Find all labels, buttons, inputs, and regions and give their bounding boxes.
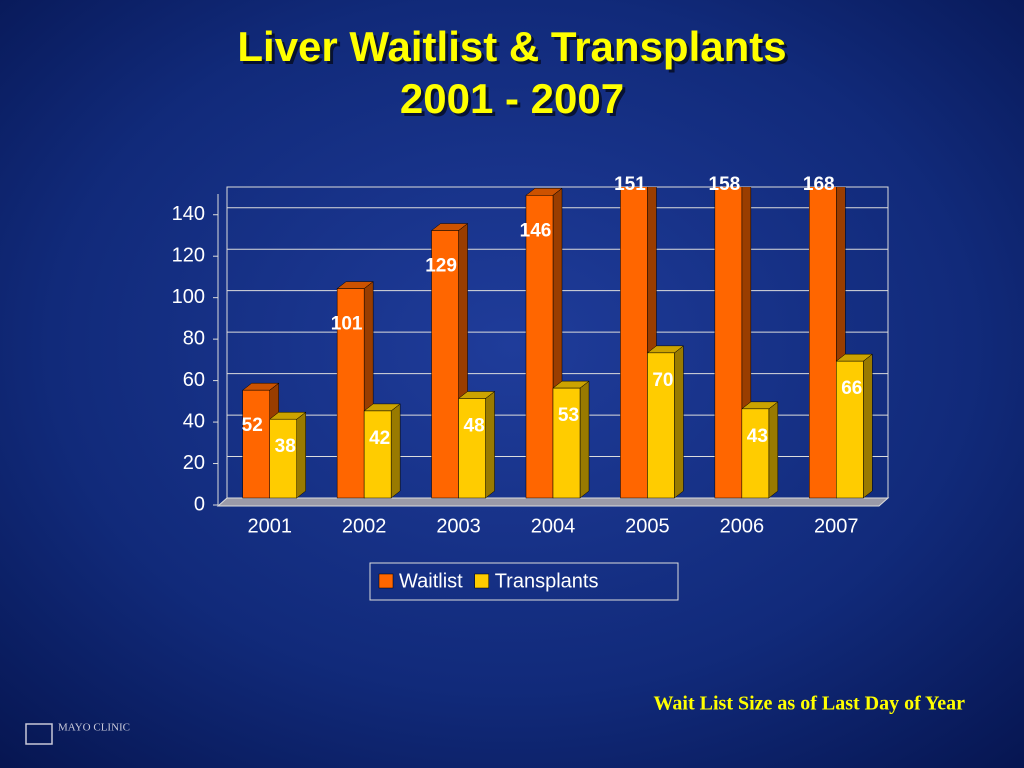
bar <box>809 187 846 499</box>
chart-title: Liver Waitlist & Transplants <box>237 23 786 70</box>
legend-label: Transplants <box>495 570 599 592</box>
legend-label: Waitlist <box>399 570 463 592</box>
data-label: 158 <box>709 174 741 195</box>
bar-front <box>525 195 554 499</box>
bar-front <box>620 187 648 499</box>
bar <box>741 401 779 499</box>
bar-front <box>809 187 837 499</box>
x-tick-label: 2007 <box>814 515 859 537</box>
bar-front <box>714 187 743 499</box>
y-tick-label: 60 <box>183 369 205 391</box>
x-tick-label: 2001 <box>247 515 292 537</box>
bar <box>552 380 590 499</box>
bar-side <box>863 353 873 499</box>
data-label: 38 <box>275 436 296 457</box>
data-label: 146 <box>520 220 552 241</box>
bar-front <box>836 360 864 499</box>
bar-side <box>674 345 684 499</box>
logo: MAYO CLINIC <box>58 722 130 734</box>
data-label: 52 <box>242 415 263 436</box>
bar <box>457 390 496 499</box>
bar-front <box>552 387 581 499</box>
x-tick-label: 2004 <box>531 515 576 537</box>
x-tick-label: 2005 <box>625 515 670 537</box>
legend-swatch <box>474 573 489 589</box>
bars <box>241 187 874 499</box>
y-tick-label: 140 <box>172 203 205 225</box>
bar-front <box>458 398 486 499</box>
bar-front <box>741 408 770 499</box>
bar-side <box>579 380 590 499</box>
bar <box>835 353 874 499</box>
data-label: 48 <box>464 415 485 436</box>
data-label: 101 <box>331 314 363 335</box>
bar-side <box>768 401 779 499</box>
data-label: 151 <box>614 174 646 195</box>
bar-front <box>336 288 365 499</box>
bar <box>646 345 685 499</box>
chart-subtitle: 2001 - 2007 <box>400 75 624 122</box>
title-shadow: Liver Waitlist & Transplants <box>240 26 789 73</box>
y-tick-label: 80 <box>183 327 205 349</box>
bar-front <box>242 389 270 499</box>
legend: Waitlist Transplants <box>369 562 679 601</box>
subtitle-shadow: 2001 - 2007 <box>403 78 627 125</box>
x-tick-label: 2002 <box>342 515 387 537</box>
data-label: 70 <box>652 370 673 391</box>
data-label: 129 <box>425 256 457 277</box>
bar <box>268 411 307 499</box>
data-label: 66 <box>841 378 862 399</box>
bar-side <box>485 390 495 499</box>
data-label: 53 <box>558 405 579 426</box>
bar-front <box>431 230 459 499</box>
y-tick-label: 100 <box>172 286 205 308</box>
data-label: 168 <box>803 174 835 195</box>
y-tick-label: 40 <box>183 410 205 432</box>
x-tick-label: 2006 <box>720 515 765 537</box>
data-label: 42 <box>369 428 390 449</box>
legend-swatch <box>378 573 394 589</box>
footnote: Wait List Size as of Last Day of Year <box>654 693 966 715</box>
y-tick-label: 20 <box>183 452 205 474</box>
data-label: 43 <box>747 426 768 447</box>
bar-front <box>647 352 675 499</box>
y-tick-label: 120 <box>172 244 205 266</box>
legend-box <box>369 562 679 601</box>
bar-side <box>390 403 401 499</box>
floor <box>216 497 890 507</box>
bar-side <box>296 411 306 499</box>
bar-front <box>269 418 297 499</box>
logo-icon <box>25 723 53 745</box>
bar <box>363 403 401 499</box>
x-tick-label: 2003 <box>436 515 481 537</box>
y-tick-label: 0 <box>194 493 205 515</box>
bar-front <box>363 410 392 499</box>
